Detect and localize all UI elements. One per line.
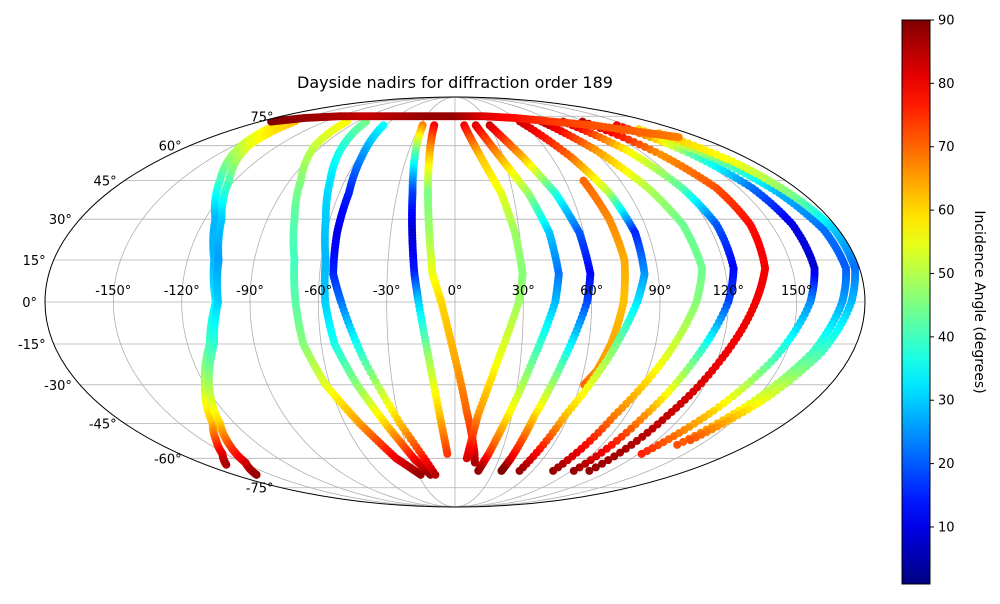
lon-tick-label: 150° [781,284,812,299]
chart-title: Dayside nadirs for diffraction order 189 [297,73,613,92]
data-point [515,466,524,475]
data-point [679,437,688,446]
data-point [443,449,452,458]
data-point [470,458,479,467]
data-point [673,440,682,449]
data-point [632,436,641,445]
longitude-tick-labels: -150° -120° -90° -60° -30° 0° 30° 60° 90° 120° 150… [95,284,812,299]
data-point [604,456,613,465]
lat-tick-label: 45° [94,175,117,190]
colorbar-tick-label: 20 [938,457,955,472]
lon-tick-label: -150° [95,284,131,299]
colorbar-tick-label: 80 [938,77,955,92]
data-point [222,460,231,469]
data-points [200,112,860,479]
latitude-tick-labels: 75° 60° 45° 30° 15° 0° -15° -30° -45° -60° -75° [18,110,274,496]
data-point [416,470,425,479]
colorbar-tick-label: 40 [938,330,955,345]
lon-tick-label: -30° [373,284,401,299]
lat-tick-label: 30° [49,213,72,228]
lat-tick-label: 60° [159,140,182,155]
data-point [674,133,683,142]
data-point [686,436,695,445]
lat-tick-label: 75° [250,110,273,125]
colorbar-tick-label: 90 [938,14,955,29]
data-point [431,470,440,479]
lon-tick-label: -90° [236,284,264,299]
graticule [45,96,865,508]
data-point [610,452,619,461]
colorbar-tick-label: 70 [938,140,955,155]
data-point [616,448,625,457]
lon-tick-label: -120° [164,284,200,299]
data-point [627,440,636,449]
lon-tick-label: 120° [713,284,744,299]
lat-tick-label: 15° [23,254,46,269]
colorbar-tick-label: 10 [938,520,955,535]
data-point [621,444,630,453]
data-point [497,466,506,475]
data-point [591,463,600,472]
colorbar-label: Incidence Angle (degrees) [971,210,987,393]
lon-tick-label: 0° [448,284,463,299]
lat-tick-label: 0° [22,296,37,311]
data-point [598,459,607,468]
lon-tick-label: 90° [648,284,671,299]
lat-tick-label: -30° [44,379,72,394]
colorbar-tick-label: 50 [938,267,955,282]
lat-tick-label: -60° [154,452,182,467]
lat-tick-label: -15° [18,338,46,353]
data-point [569,466,578,475]
lat-tick-label: -45° [89,417,117,432]
data-point [637,449,646,458]
data-point [585,466,594,475]
data-point [462,454,471,463]
data-point [474,466,483,475]
colorbar: 10 20 30 40 50 60 70 80 90 Incidence Angle (degr… [901,14,987,585]
lat-tick-label: -75° [246,482,274,497]
data-point [252,470,261,479]
lon-tick-label: -60° [304,284,332,299]
colorbar-tick-label: 30 [938,394,955,409]
colorbar-ticks: 10 20 30 40 50 60 70 80 90 [930,14,955,535]
colorbar-gradient [901,19,931,585]
data-point [575,463,584,472]
map-boundary [44,96,866,508]
colorbar-tick-label: 60 [938,204,955,219]
lon-tick-label: 60° [580,284,603,299]
data-point [549,466,558,475]
lon-tick-label: 30° [512,284,535,299]
